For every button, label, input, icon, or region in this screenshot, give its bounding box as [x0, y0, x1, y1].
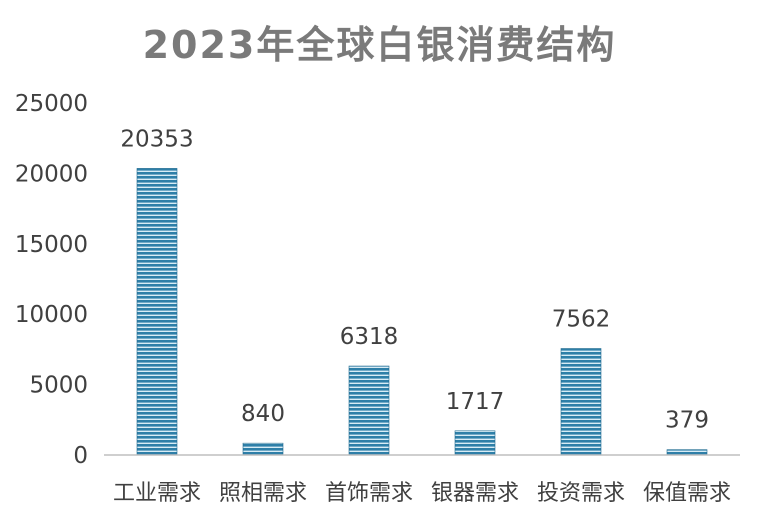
- data-label: 20353: [120, 126, 193, 152]
- bar: [560, 348, 602, 456]
- bar: [348, 365, 390, 456]
- data-label: 6318: [340, 324, 399, 350]
- data-label: 840: [241, 401, 285, 427]
- data-labels: 20353 840 6318 1717 7562 379: [120, 126, 709, 433]
- x-tick-label: 保值需求: [643, 481, 731, 506]
- data-label: 1717: [446, 389, 505, 415]
- data-label: 7562: [552, 307, 611, 333]
- y-tick-label: 10000: [15, 302, 88, 328]
- x-axis-ticks: 工业需求 照相需求 首饰需求 银器需求 投资需求 保值需求: [113, 481, 731, 506]
- y-tick-label: 5000: [29, 373, 88, 399]
- y-tick-label: 20000: [15, 161, 88, 187]
- x-tick-label: 工业需求: [113, 481, 201, 506]
- bar: [242, 442, 284, 456]
- bars: [136, 168, 708, 456]
- x-tick-label: 投资需求: [537, 481, 625, 506]
- bar: [136, 168, 178, 456]
- x-tick-label: 首饰需求: [325, 481, 413, 506]
- y-tick-label: 0: [73, 443, 88, 469]
- y-axis-ticks: 0 5000 10000 15000 20000 25000: [15, 91, 88, 469]
- chart-title: 2023年全球白银消费结构: [142, 23, 617, 67]
- data-label: 379: [665, 408, 709, 434]
- x-tick-label: 照相需求: [219, 481, 307, 506]
- x-tick-label: 银器需求: [431, 481, 519, 506]
- bar: [666, 449, 708, 456]
- y-tick-label: 15000: [15, 232, 88, 258]
- y-tick-label: 25000: [15, 91, 88, 117]
- bar: [454, 430, 496, 456]
